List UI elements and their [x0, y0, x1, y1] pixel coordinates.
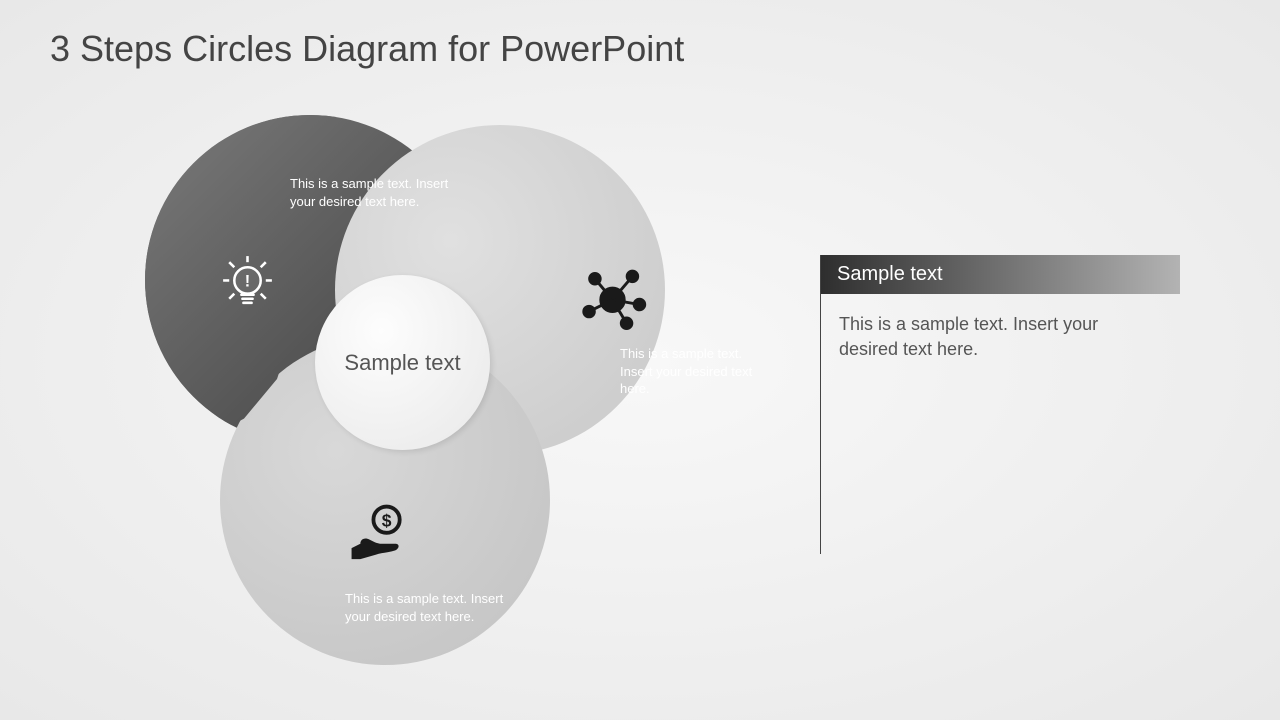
money-hand-icon: $: [345, 500, 415, 575]
circle-1-text: This is a sample text. Insert your desir…: [290, 175, 450, 210]
sidebar-title: Sample text: [821, 255, 1180, 294]
center-circle: Sample text: [315, 275, 490, 450]
svg-text:$: $: [382, 510, 392, 530]
sidebar-body-text: This is a sample text. Insert your desir…: [821, 294, 1180, 554]
network-icon: [575, 260, 650, 340]
lightbulb-icon: !: [215, 250, 280, 320]
circle-2-text: This is a sample text. Insert your desir…: [620, 345, 775, 398]
center-label: Sample text: [344, 349, 460, 377]
circle-3-text: This is a sample text. Insert your desir…: [345, 590, 505, 625]
svg-text:!: !: [245, 273, 250, 291]
sidebar-panel: Sample text This is a sample text. Inser…: [820, 255, 1180, 554]
page-title: 3 Steps Circles Diagram for PowerPoint: [50, 28, 684, 70]
